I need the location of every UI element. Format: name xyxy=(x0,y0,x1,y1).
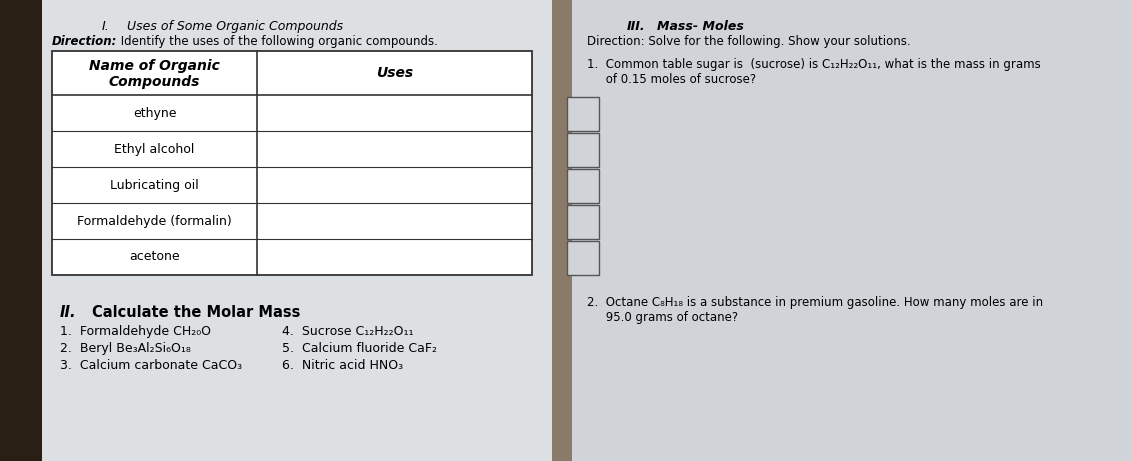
Text: 2.  Beryl Be₃Al₂Si₆O₁₈: 2. Beryl Be₃Al₂Si₆O₁₈ xyxy=(60,342,191,355)
Bar xyxy=(42,0,552,461)
Text: Direction:: Direction: xyxy=(52,35,118,48)
Bar xyxy=(567,241,599,275)
Text: Uses: Uses xyxy=(375,66,413,80)
Text: III.: III. xyxy=(627,20,646,33)
Text: 2.  Octane C₈H₁₈ is a substance in premium gasoline. How many moles are in: 2. Octane C₈H₁₈ is a substance in premiu… xyxy=(587,296,1043,309)
Bar xyxy=(567,169,599,203)
Bar xyxy=(552,0,572,461)
Text: Calculate the Molar Mass: Calculate the Molar Mass xyxy=(92,305,301,320)
Text: 1.  Formaldehyde CH₂₀O: 1. Formaldehyde CH₂₀O xyxy=(60,325,211,338)
Text: acetone: acetone xyxy=(129,250,180,264)
Text: Name of Organic: Name of Organic xyxy=(89,59,219,73)
Bar xyxy=(567,205,599,239)
Text: 6.  Nitric acid HNO₃: 6. Nitric acid HNO₃ xyxy=(282,359,403,372)
Text: Mass- Moles: Mass- Moles xyxy=(657,20,744,33)
Text: 4.  Sucrose C₁₂H₂₂O₁₁: 4. Sucrose C₁₂H₂₂O₁₁ xyxy=(282,325,414,338)
Text: I.: I. xyxy=(102,20,110,33)
Text: Identify the uses of the following organic compounds.: Identify the uses of the following organ… xyxy=(116,35,438,48)
Text: Direction: Solve for the following. Show your solutions.: Direction: Solve for the following. Show… xyxy=(587,35,910,48)
Text: ethyne: ethyne xyxy=(132,106,176,119)
Bar xyxy=(567,97,599,131)
Text: 5.  Calcium fluoride CaF₂: 5. Calcium fluoride CaF₂ xyxy=(282,342,437,355)
Text: Formaldehyde (formalin): Formaldehyde (formalin) xyxy=(77,214,232,227)
Text: Uses of Some Organic Compounds: Uses of Some Organic Compounds xyxy=(127,20,343,33)
Bar xyxy=(0,0,42,461)
Text: 1.  Common table sugar is  (sucrose) is C₁₂H₂₂O₁₁, what is the mass in grams: 1. Common table sugar is (sucrose) is C₁… xyxy=(587,58,1041,71)
Text: Compounds: Compounds xyxy=(109,75,200,89)
Text: of 0.15 moles of sucrose?: of 0.15 moles of sucrose? xyxy=(587,73,757,86)
Text: Ethyl alcohol: Ethyl alcohol xyxy=(114,142,195,155)
Bar xyxy=(52,51,532,275)
Text: 3.  Calcium carbonate CaCO₃: 3. Calcium carbonate CaCO₃ xyxy=(60,359,242,372)
Bar xyxy=(567,133,599,167)
Text: Lubricating oil: Lubricating oil xyxy=(110,178,199,191)
Bar xyxy=(572,0,1131,461)
Text: II.: II. xyxy=(60,305,77,320)
Text: 95.0 grams of octane?: 95.0 grams of octane? xyxy=(587,311,739,324)
